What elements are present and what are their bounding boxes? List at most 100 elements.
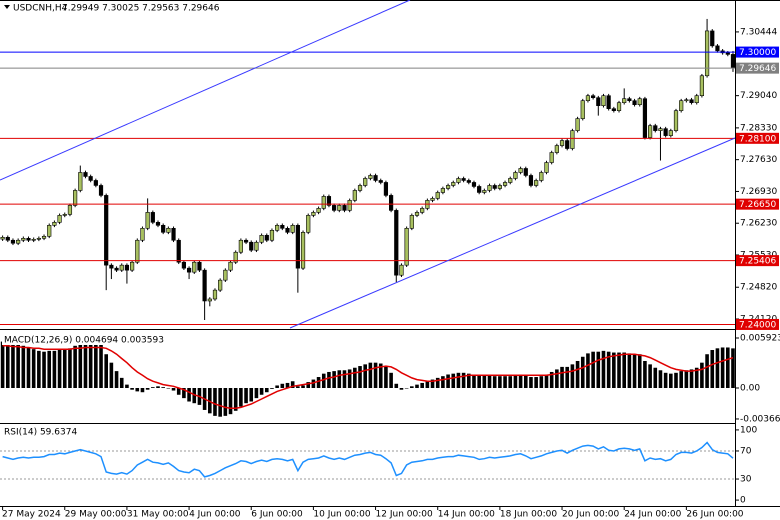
candle-body (497, 185, 502, 189)
histogram-bar (549, 371, 554, 389)
candle-body (704, 30, 710, 77)
histogram-bar (337, 370, 342, 389)
level-label-box (736, 255, 779, 267)
candle-body (295, 225, 300, 269)
histogram-bar (534, 377, 538, 389)
x-tick-label: 31 May 00:00 (127, 510, 189, 520)
histogram-bar (353, 367, 357, 389)
candle-body (254, 241, 259, 251)
candle-body (259, 234, 264, 243)
histogram-bar (42, 351, 46, 389)
candle-body (710, 30, 715, 47)
histogram-bar (176, 388, 181, 395)
histogram-bar (145, 388, 150, 390)
candle-body (316, 208, 321, 213)
histogram-bar (187, 388, 191, 402)
histogram-bar (715, 348, 720, 389)
candle-body (394, 210, 399, 276)
histogram-bar (710, 350, 715, 389)
histogram-bar (114, 371, 119, 389)
histogram-bar (425, 381, 430, 389)
candle-body (357, 185, 363, 191)
candle-body (41, 235, 47, 239)
y-tick-label: 70 (740, 446, 752, 456)
x-tick-label: 29 May 00:00 (65, 510, 127, 520)
histogram-bar (5, 342, 10, 389)
histogram-bar (544, 374, 549, 389)
candle-body (300, 232, 306, 269)
histogram-bar (529, 377, 533, 389)
histogram-bar (612, 352, 616, 389)
candle-body (109, 264, 114, 269)
y-tick-label: 7.29040 (740, 91, 777, 101)
histogram-bar (648, 364, 652, 389)
candle-body (171, 228, 176, 241)
level-label: 7.30000 (739, 48, 776, 58)
candle-body (622, 98, 627, 103)
histogram-bar (617, 352, 621, 389)
trend-line (0, 0, 411, 181)
candle-body (725, 52, 730, 55)
candle-body (207, 298, 212, 302)
histogram-bar (270, 388, 274, 389)
candle-body (212, 289, 218, 300)
candle-body (616, 102, 622, 111)
candle-body (368, 175, 373, 179)
histogram-bar (467, 373, 471, 389)
histogram-bar (57, 350, 62, 389)
histogram-bar (259, 388, 264, 395)
level-label: 7.25406 (739, 257, 776, 267)
histogram-bar (368, 362, 373, 389)
y-tick-label: -0.003668 (740, 414, 780, 424)
rsi-line (2, 441, 734, 478)
histogram-bar (669, 373, 673, 389)
histogram-bar (404, 388, 409, 389)
macd-title: MACD(12,26,9) 0.004694 0.003593 (4, 336, 164, 346)
candle-body (161, 225, 166, 233)
histogram-bar (52, 350, 57, 389)
candle-body (585, 95, 591, 101)
macd-label-bg (2, 334, 162, 345)
candle-body (285, 228, 290, 233)
histogram-bar (389, 372, 393, 389)
candle-body (575, 118, 580, 131)
candle-body (637, 98, 642, 105)
histogram-bar (290, 381, 295, 389)
candle-body (269, 230, 275, 241)
candle-body (445, 185, 451, 189)
candle-body (10, 239, 16, 244)
y-tick-label: 7.26930 (740, 187, 777, 197)
y-tick-label: 100 (740, 425, 757, 435)
x-tick-label: 24 Jun 00:00 (624, 510, 681, 520)
candle-body (73, 190, 78, 206)
candle-body (565, 140, 570, 149)
rsi-title: RSI(14) 59.6374 (4, 428, 77, 438)
histogram-bar (627, 353, 632, 389)
candle-body (523, 168, 528, 176)
candle-body (321, 196, 326, 209)
histogram-bar (410, 386, 414, 389)
candle-body (409, 215, 414, 229)
candle-body (373, 175, 378, 181)
histogram-bar (83, 339, 88, 389)
histogram-bar (694, 367, 699, 389)
candle-body (383, 182, 389, 196)
trend-line (289, 137, 736, 329)
histogram-bar (622, 352, 626, 389)
histogram-bar (415, 384, 419, 389)
candle-body (658, 128, 663, 131)
histogram-bar (446, 374, 450, 389)
x-tick-label: 26 Jun 00:00 (686, 510, 743, 520)
histogram-bar (700, 362, 704, 389)
candle-body (663, 128, 668, 136)
candle-body (326, 196, 332, 206)
candle-body (93, 180, 98, 186)
y-tick-label: 0 (740, 496, 746, 506)
histogram-bar (31, 349, 36, 389)
histogram-bar (233, 388, 238, 411)
histogram-bar (653, 367, 658, 389)
candle-body (119, 264, 124, 271)
histogram-bar (498, 376, 502, 389)
candle-body (290, 225, 295, 233)
